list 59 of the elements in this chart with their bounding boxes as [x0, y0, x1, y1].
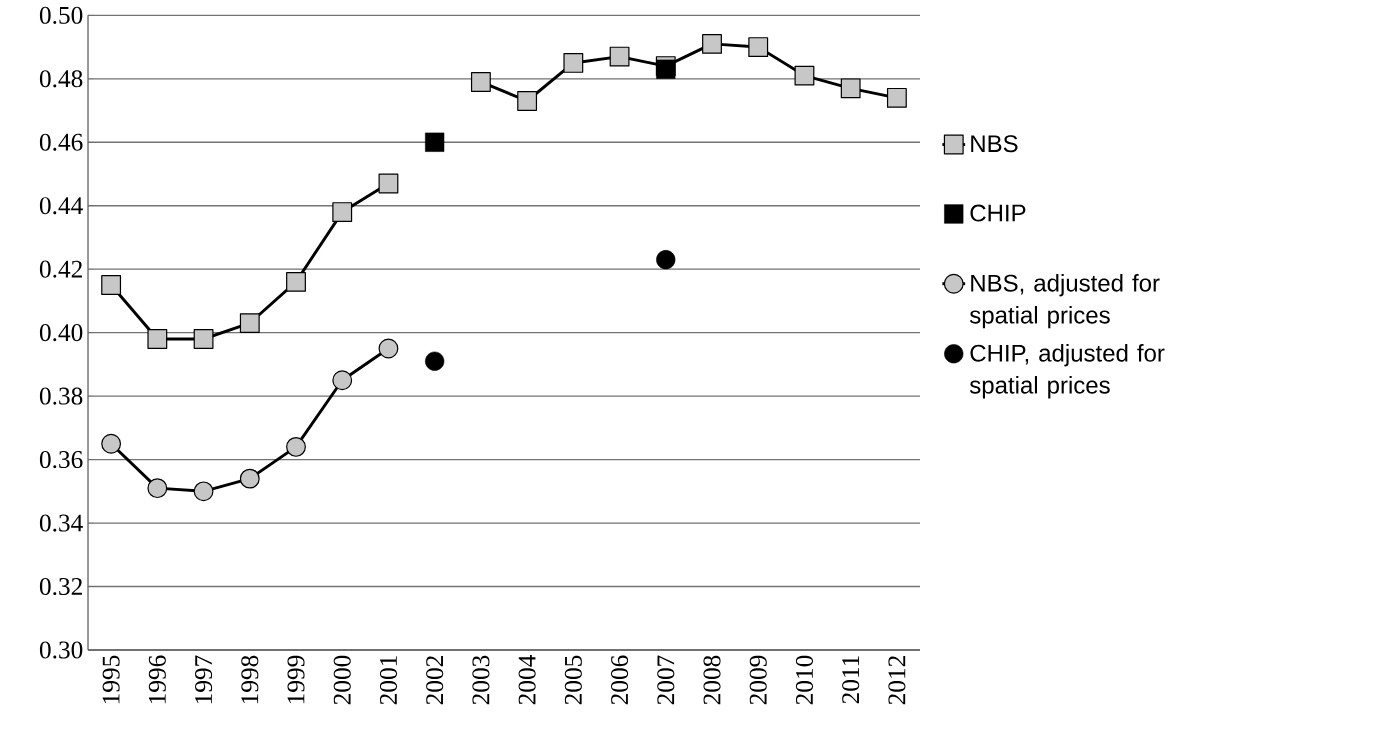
y-tick-label: 0.46	[39, 133, 83, 151]
point	[702, 33, 722, 54]
x-tick-label: 2009	[749, 655, 767, 705]
point	[286, 271, 306, 292]
point	[470, 72, 491, 92]
x-tick-label: 1997	[195, 655, 213, 704]
point	[193, 481, 214, 502]
y-tick-label: 0.36	[39, 451, 83, 469]
point	[332, 202, 353, 223]
legend-label: CHIP	[970, 204, 1026, 222]
y-tick-label: 0.32	[39, 577, 82, 596]
x-tick-label: 2005	[564, 655, 582, 705]
y-tick-label: 0.38	[39, 387, 83, 405]
x-tick-label: 2007	[657, 655, 675, 705]
x-tick-label: 2008	[703, 655, 721, 705]
x-tick-label: 2002	[426, 656, 444, 705]
point	[748, 37, 769, 57]
point	[101, 433, 122, 454]
x-tick-label: 2011	[842, 656, 860, 704]
x-tick-label: 2001	[379, 656, 397, 705]
point	[609, 46, 630, 67]
point	[425, 132, 445, 152]
y-tick-label: 0.50	[39, 6, 83, 24]
point	[886, 87, 907, 108]
point	[239, 313, 260, 334]
x-tick-label: 2006	[611, 655, 629, 705]
point	[378, 173, 399, 194]
x-tick-label: 1995	[102, 655, 120, 704]
point	[517, 91, 538, 111]
point	[239, 468, 260, 489]
x-tick-label: 2012	[888, 656, 906, 705]
point	[794, 65, 815, 86]
point	[425, 351, 445, 371]
x-tick-label: 1999	[287, 655, 305, 704]
point	[147, 329, 168, 349]
y-tick-label: 0.30	[39, 641, 83, 659]
x-tick-label: 1996	[148, 655, 166, 704]
x-tick-label: 2003	[472, 655, 490, 705]
x-tick-label: 2010	[795, 655, 813, 705]
point	[332, 370, 353, 391]
point	[840, 78, 861, 99]
legend-label: NBS	[971, 135, 1018, 153]
point	[286, 436, 306, 457]
point	[147, 478, 168, 499]
point	[193, 329, 214, 349]
legend-label: NBS, adjusted for spatial prices	[969, 274, 1160, 329]
y-tick-label: 0.48	[39, 70, 83, 88]
y-tick-label: 0.34	[39, 514, 83, 532]
point	[563, 53, 584, 73]
y-tick-label: 0.42	[39, 260, 82, 278]
y-tick-label: 0.40	[39, 324, 83, 342]
y-tick-label: 0.44	[39, 197, 83, 215]
x-tick-label: 2004	[518, 655, 536, 705]
point	[378, 338, 399, 359]
legend-label: CHIP, adjusted for spatial prices	[969, 344, 1165, 399]
x-tick-label: 2000	[333, 655, 351, 705]
x-tick-label: 1998	[241, 655, 259, 704]
point	[656, 250, 676, 270]
point	[101, 275, 122, 295]
